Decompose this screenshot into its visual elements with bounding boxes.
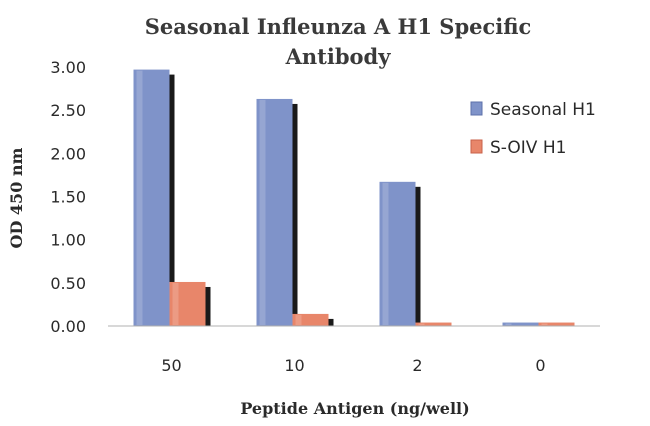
bar: [169, 281, 206, 326]
y-tick-label: 0.00: [50, 317, 86, 336]
bar-highlight: [505, 323, 512, 325]
legend-label: Seasonal H1: [490, 100, 596, 120]
chart-title-line-1: Seasonal Infleunza A H1 Specific: [145, 14, 532, 39]
bar: [538, 322, 575, 326]
x-axis-label: Peptide Antigen (ng/well): [240, 399, 469, 418]
legend-swatch: [470, 139, 483, 154]
y-tick-label: 0.50: [50, 274, 86, 293]
y-axis-label: OD 450 nm: [7, 147, 26, 248]
bar-highlight: [172, 282, 179, 325]
bar: [415, 322, 452, 326]
x-tick-label: 10: [284, 356, 304, 375]
bar-highlight: [136, 70, 143, 325]
x-tick-label: 50: [161, 356, 181, 375]
bar-highlight: [259, 99, 266, 326]
bar-highlight: [382, 182, 389, 325]
y-tick-label: 1.00: [50, 231, 86, 250]
x-tick-label: 2: [412, 356, 422, 375]
bar-highlight: [418, 323, 425, 325]
chart-title-line-2: Antibody: [285, 44, 392, 69]
y-tick-label: 2.00: [50, 144, 86, 163]
bar: [379, 181, 416, 326]
bar: [502, 322, 539, 326]
bars-group: [133, 69, 575, 327]
y-tick-label: 1.50: [50, 188, 86, 207]
legend-label: S-OIV H1: [490, 138, 566, 158]
bar: [256, 98, 293, 327]
bar: [133, 69, 170, 326]
legend-swatch: [470, 101, 483, 116]
bar-highlight: [541, 323, 548, 325]
bar: [292, 313, 329, 326]
y-axis-ticks: 0.00 0.50 1.00 1.50 2.00 2.50 3.00: [50, 58, 86, 336]
bar-highlight: [295, 314, 302, 325]
y-tick-label: 3.00: [50, 58, 86, 77]
legend: Seasonal H1 S-OIV H1: [470, 100, 596, 158]
x-axis-ticks: 50 10 2 0: [161, 356, 545, 375]
x-tick-label: 0: [535, 356, 545, 375]
y-tick-label: 2.50: [50, 101, 86, 120]
